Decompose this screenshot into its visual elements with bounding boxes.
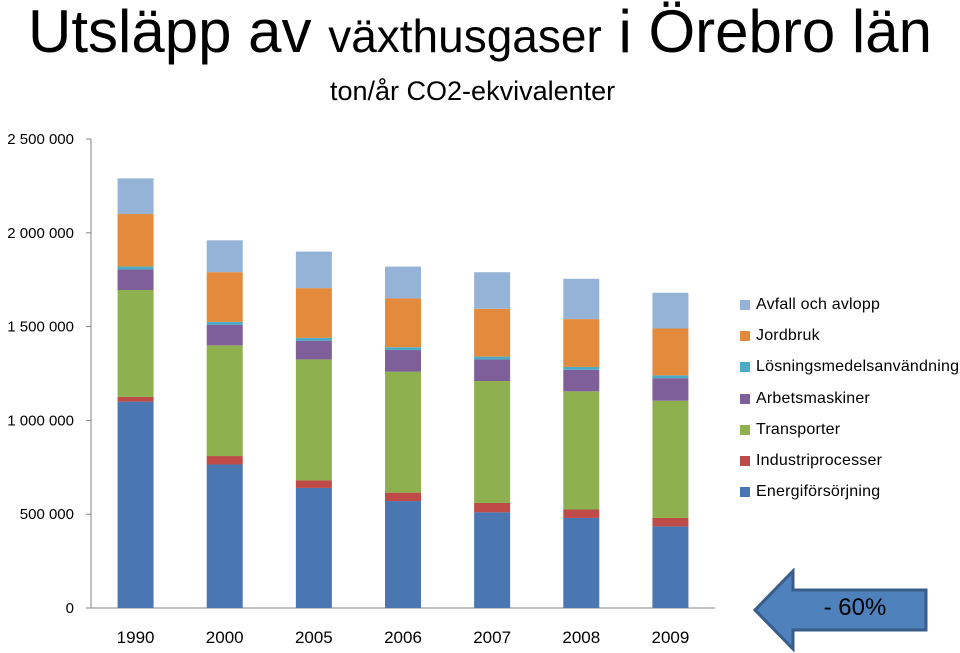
- legend-swatch: [740, 393, 750, 404]
- bar-segment-jordbruk: [652, 328, 689, 376]
- bar-segment-energi: [295, 487, 332, 608]
- bar-segment-avfall: [652, 292, 689, 329]
- bar-segment-energi: [563, 517, 600, 608]
- legend: Avfall och avlopp Jordbruk Lösningsmedelsa…: [740, 289, 959, 508]
- bar-segment-arbets: [563, 369, 600, 392]
- bar-segment-transport: [563, 391, 600, 510]
- bar-segment-energi: [474, 512, 511, 608]
- legend-label: Avfall och avlopp: [756, 295, 881, 313]
- bar-segment-industri: [563, 509, 600, 518]
- bar-segment-arbets: [206, 324, 243, 346]
- bar-segment-losning: [117, 266, 154, 270]
- legend-item: Avfall och avlopp: [740, 289, 959, 320]
- x-tick-label: 2006: [384, 628, 422, 647]
- legend-label: Energiförsörjning: [756, 483, 881, 501]
- bar-segment-arbets: [474, 359, 511, 382]
- y-tick-label: 1 500 000: [7, 319, 74, 336]
- x-tick-label: 2000: [206, 628, 244, 647]
- bar-segment-industri: [206, 456, 243, 465]
- y-tick-label: 1 000 000: [7, 412, 74, 429]
- bar-segment-jordbruk: [206, 272, 243, 322]
- bar-segment-arbets: [117, 269, 154, 291]
- legend-swatch: [740, 330, 750, 341]
- legend-swatch: [740, 362, 750, 373]
- bar-segment-transport: [652, 400, 689, 518]
- legend-swatch: [740, 487, 750, 498]
- bar-segment-avfall: [117, 178, 154, 215]
- bar-segment-avfall: [563, 278, 600, 320]
- x-tick-label: 2005: [295, 628, 333, 647]
- bar-segment-transport: [206, 345, 243, 457]
- legend-label: Industriprocesser: [756, 452, 883, 470]
- bar-segment-avfall: [206, 240, 243, 273]
- bar-segment-industri: [385, 492, 421, 502]
- legend-item: Energiförsörjning: [740, 477, 959, 508]
- legend-swatch: [740, 424, 750, 435]
- bar-segment-jordbruk: [563, 319, 600, 367]
- left-arrow-shape: [752, 568, 928, 652]
- bar-segment-losning: [563, 366, 600, 370]
- x-tick-label: 2008: [562, 628, 600, 647]
- legend-item: Industriprocesser: [740, 445, 959, 476]
- legend-label: Lösningsmedelsanvändning: [756, 358, 960, 376]
- legend-swatch: [740, 456, 750, 467]
- legend-label: Arbetsmaskiner: [756, 389, 870, 407]
- x-tick-label: 1990: [117, 628, 155, 647]
- y-tick-label: 500 000: [20, 506, 74, 523]
- bar-segment-losning: [474, 356, 511, 360]
- bar-segment-jordbruk: [474, 308, 511, 357]
- bar-segment-energi: [385, 501, 421, 608]
- bar-segment-energi: [652, 526, 689, 608]
- legend-label: Transporter: [756, 420, 841, 438]
- bar-segment-transport: [295, 359, 332, 481]
- bar-segment-avfall: [474, 272, 511, 309]
- bar-segment-transport: [385, 371, 421, 493]
- legend-label: Jordbruk: [756, 326, 820, 344]
- bar-segment-arbets: [385, 350, 421, 372]
- bar-segment-arbets: [652, 378, 689, 401]
- title-part-1: Utsläpp av: [28, 0, 329, 65]
- bar-segment-arbets: [295, 340, 332, 360]
- x-tick-label: 2009: [652, 628, 690, 647]
- bar-segment-jordbruk: [295, 288, 332, 338]
- y-tick-label: 2 000 000: [7, 225, 74, 242]
- chart-title: Utsläpp av växthusgaser i Örebro län: [0, 2, 960, 62]
- bar-segment-transport: [117, 290, 154, 397]
- title-part-3: i Örebro län: [601, 0, 932, 65]
- legend-item: Jordbruk: [740, 320, 959, 351]
- legend-item: Arbetsmaskiner: [740, 383, 959, 414]
- title-part-2: växthusgaser: [328, 10, 602, 62]
- bar-segment-losning: [295, 337, 332, 341]
- bar-segment-energi: [117, 401, 154, 608]
- bar-segment-losning: [652, 375, 689, 379]
- bar-segment-energi: [206, 464, 243, 608]
- bar-segment-losning: [206, 321, 243, 325]
- legend-item: Lösningsmedelsanvändning: [740, 352, 959, 383]
- bar-segment-industri: [295, 480, 332, 488]
- bar-segment-avfall: [295, 251, 332, 289]
- bar-segment-avfall: [385, 266, 421, 299]
- y-tick-label: 0: [66, 600, 74, 617]
- y-tick-label: 2 500 000: [7, 131, 74, 148]
- bar-segment-industri: [652, 517, 689, 527]
- bar-segment-jordbruk: [117, 214, 154, 267]
- chart-subtitle: ton/år CO2-ekvivalenter: [330, 76, 616, 106]
- legend-item: Transporter: [740, 414, 959, 445]
- bar-segment-transport: [474, 381, 511, 503]
- bar-segment-industri: [117, 396, 154, 402]
- legend-swatch: [740, 299, 750, 310]
- bar-segment-jordbruk: [385, 298, 421, 348]
- bar-segment-losning: [385, 347, 421, 351]
- x-tick-label: 2007: [473, 628, 511, 647]
- reduction-annotation: - 60%: [823, 594, 887, 621]
- bar-segment-industri: [474, 502, 511, 513]
